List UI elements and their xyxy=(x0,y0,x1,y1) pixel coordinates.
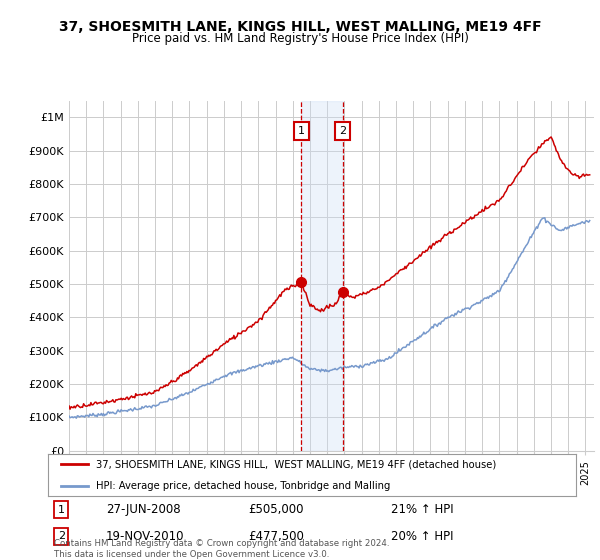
Text: 37, SHOESMITH LANE, KINGS HILL, WEST MALLING, ME19 4FF: 37, SHOESMITH LANE, KINGS HILL, WEST MAL… xyxy=(59,20,541,34)
Text: 37, SHOESMITH LANE, KINGS HILL,  WEST MALLING, ME19 4FF (detached house): 37, SHOESMITH LANE, KINGS HILL, WEST MAL… xyxy=(95,459,496,469)
Text: £477,500: £477,500 xyxy=(248,530,305,543)
Text: HPI: Average price, detached house, Tonbridge and Malling: HPI: Average price, detached house, Tonb… xyxy=(95,482,390,491)
Text: 1: 1 xyxy=(58,505,65,515)
Text: 2: 2 xyxy=(58,531,65,542)
Text: 21% ↑ HPI: 21% ↑ HPI xyxy=(391,503,454,516)
Text: £505,000: £505,000 xyxy=(248,503,304,516)
Text: Contains HM Land Registry data © Crown copyright and database right 2024.
This d: Contains HM Land Registry data © Crown c… xyxy=(54,539,389,559)
Bar xyxy=(301,101,343,451)
Text: 19-NOV-2010: 19-NOV-2010 xyxy=(106,530,185,543)
Text: 27-JUN-2008: 27-JUN-2008 xyxy=(106,503,181,516)
Text: 2: 2 xyxy=(339,126,346,136)
Text: Price paid vs. HM Land Registry's House Price Index (HPI): Price paid vs. HM Land Registry's House … xyxy=(131,32,469,45)
Text: 1: 1 xyxy=(298,126,305,136)
Text: 20% ↑ HPI: 20% ↑ HPI xyxy=(391,530,454,543)
